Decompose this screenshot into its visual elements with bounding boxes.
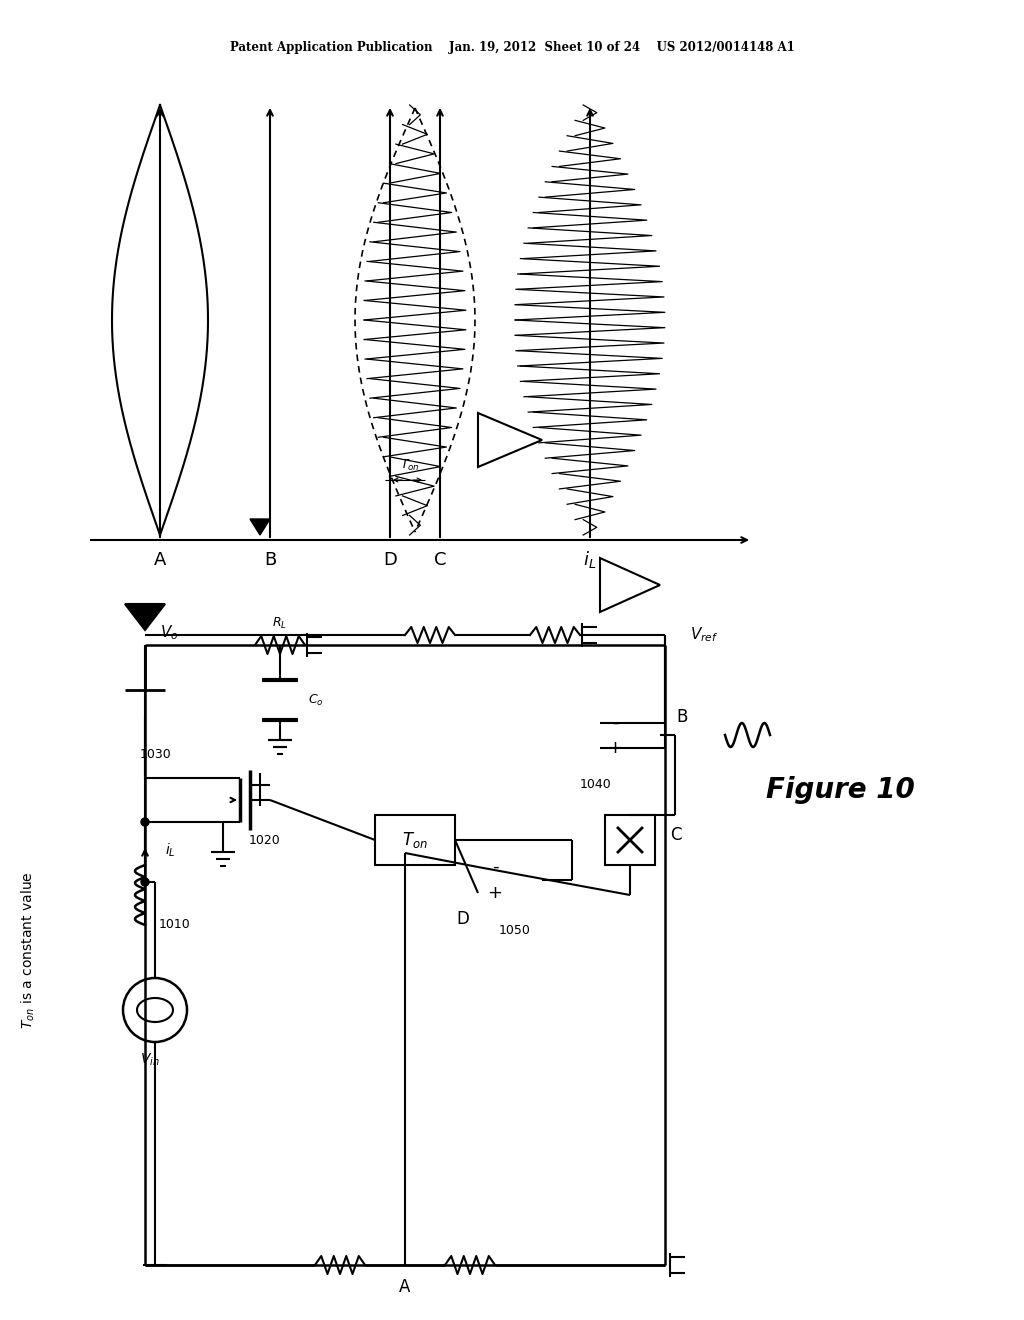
Text: D: D [457,909,469,928]
Text: $V_{ref}$: $V_{ref}$ [690,626,719,644]
Text: 1050: 1050 [499,924,530,936]
Text: $C_o$: $C_o$ [308,693,324,708]
Text: Figure 10: Figure 10 [766,776,914,804]
Text: $R_L$: $R_L$ [272,615,288,631]
Polygon shape [478,413,542,467]
Polygon shape [125,605,165,630]
Text: 1040: 1040 [580,779,611,792]
Text: Patent Application Publication    Jan. 19, 2012  Sheet 10 of 24    US 2012/00141: Patent Application Publication Jan. 19, … [229,41,795,54]
Bar [605,814,655,865]
Text: 1030: 1030 [140,748,172,762]
Text: $i_L$: $i_L$ [584,549,597,570]
Text: 1010: 1010 [159,919,190,932]
Text: C: C [434,550,446,569]
Polygon shape [600,558,660,612]
Text: C: C [670,826,682,843]
Text: B: B [264,550,276,569]
Text: -: - [492,858,499,876]
Text: $V_{in}$: $V_{in}$ [140,1052,160,1068]
Text: B: B [676,708,688,726]
Bar [375,814,455,865]
Text: +: + [487,884,503,902]
Text: A: A [399,1278,411,1296]
Text: $T_{on}$: $T_{on}$ [400,458,420,473]
Text: A: A [154,550,166,569]
Text: $T_{on}$: $T_{on}$ [402,830,428,850]
Text: -: - [611,714,618,733]
Text: $T_{on}$ is a constant value: $T_{on}$ is a constant value [19,871,37,1028]
Circle shape [141,818,150,826]
Text: D: D [383,550,397,569]
Text: 1020: 1020 [249,833,281,846]
Text: $i_L$: $i_L$ [165,841,175,859]
Circle shape [141,878,150,886]
Polygon shape [250,519,270,535]
Text: +: + [607,739,623,756]
Text: $V_o$: $V_o$ [160,623,178,643]
